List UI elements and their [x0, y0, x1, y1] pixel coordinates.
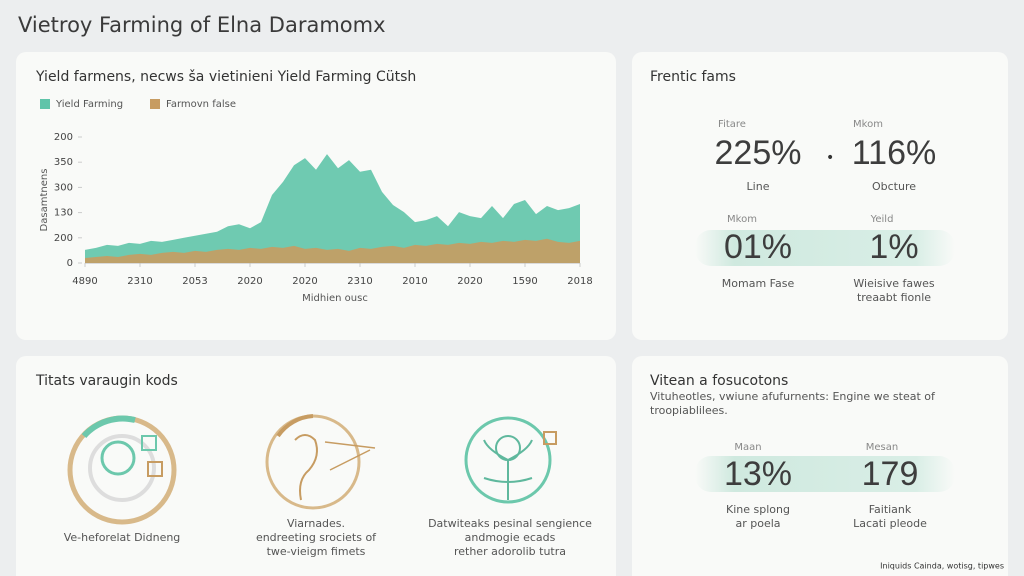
x-tick-label: 4890 [72, 276, 97, 287]
stat-value: 225% [715, 134, 802, 172]
x-tick-label: 2018 [567, 276, 592, 287]
area [85, 154, 580, 263]
y-tick-label: 130 [54, 208, 73, 219]
x-tick-label: 2053 [182, 276, 207, 287]
stats-panel [632, 52, 1008, 340]
page-title: Vietroy Farming of Elna Daramomx [18, 13, 386, 37]
stat-caption: Momam Fase [722, 277, 795, 290]
brush [695, 456, 955, 492]
y-axis-label: Dasamtnens [39, 169, 50, 232]
icon [265, 414, 376, 510]
legend-swatch [150, 99, 160, 109]
panel-title: Titats varaugin kods [35, 373, 178, 389]
legend-label: Yield Farming [55, 99, 123, 110]
description: Vituheotles, vwiune afufurnents: Engine … [650, 390, 936, 403]
stat-caption: Line [747, 180, 770, 193]
stat-caption: Kine splong [726, 503, 790, 516]
chart-title: Yield farmens, necws ša vietinieni Yield… [35, 69, 416, 85]
icon [67, 415, 177, 525]
item-caption: andmogie ecads [465, 531, 556, 544]
item-caption: endreeting srociets of [256, 531, 377, 544]
item-caption: twe-vieigm fimets [267, 545, 366, 558]
item-caption: Datwiteaks pesinal sengience [428, 517, 592, 530]
x-tick-label: 2020 [292, 276, 317, 287]
stat-caption: Obcture [872, 180, 916, 193]
stat-label: Mesan [866, 442, 898, 453]
legend-label: Farmovn false [166, 99, 236, 110]
x-tick-label: 1590 [512, 276, 537, 287]
icon [464, 416, 557, 504]
separator: • [826, 150, 834, 166]
stat-caption: Lacati pleode [853, 517, 927, 530]
chart: Yield farmens, necws ša vietinieni Yield… [35, 69, 593, 304]
y-tick-label: 0 [67, 258, 73, 269]
y-tick-label: 200 [54, 233, 73, 244]
stat-caption: treaabt fionle [857, 291, 931, 304]
item-caption: rether adorolib tutra [454, 545, 566, 558]
stat-label: Maan [734, 442, 761, 453]
item-caption: Ve-heforelat Didneng [64, 531, 181, 544]
stat-value: 01% [724, 228, 792, 266]
x-axis-label: Midhien ousc [302, 293, 368, 304]
stat-value: 1% [869, 228, 918, 266]
stat-caption: ar poela [735, 517, 780, 530]
stat-value: 179 [862, 455, 919, 493]
stat-caption: Wieisive fawes [853, 277, 934, 290]
x-tick-label: 2020 [237, 276, 262, 287]
x-tick-label: 2310 [127, 276, 152, 287]
y-tick-label: 200 [54, 132, 73, 143]
stat-label: Mkom [727, 214, 757, 225]
description: troopiablilees. [650, 404, 728, 417]
area [85, 238, 580, 263]
footer: Iniquids Cainda, wotisg, tipwes [880, 562, 1004, 571]
x-tick-label: 2310 [347, 276, 372, 287]
y-tick-label: 300 [54, 182, 73, 193]
stat-label: Fitare [718, 119, 746, 130]
legend-swatch [40, 99, 50, 109]
x-tick-label: 2010 [402, 276, 427, 287]
panel-title: Vitean a fosucotons [650, 373, 788, 389]
brush [695, 230, 955, 266]
stat-caption: Faitiank [869, 503, 912, 516]
stat-value: 116% [852, 134, 936, 172]
kods-panel [16, 356, 616, 576]
stat-label: Mkom [853, 119, 883, 130]
item-caption: Viarnades. [287, 517, 345, 530]
stat-value: 13% [724, 455, 792, 493]
panel-title: Frentic fams [650, 69, 736, 85]
stat-label: Yeild [870, 214, 894, 225]
y-tick-label: 350 [54, 157, 73, 168]
x-tick-label: 2020 [457, 276, 482, 287]
